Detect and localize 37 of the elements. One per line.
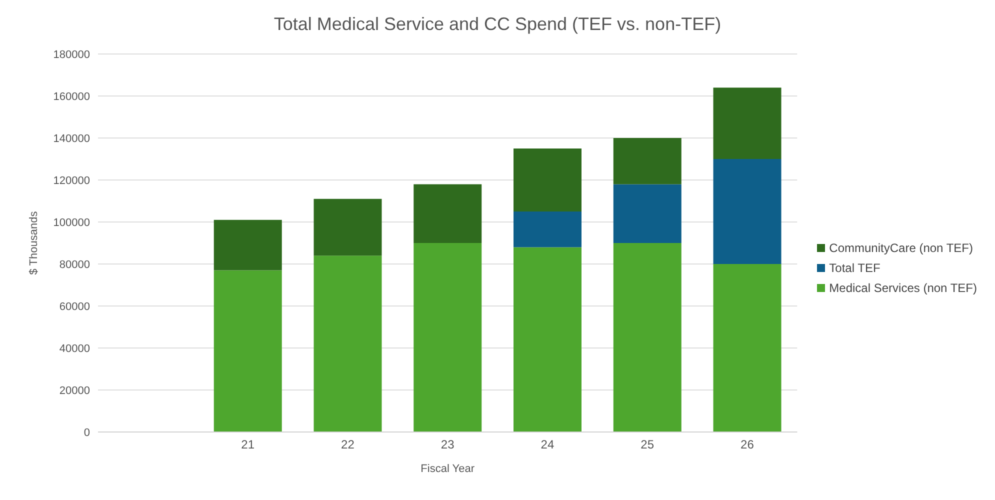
bar (414, 184, 482, 243)
bar (514, 247, 582, 432)
legend-label: Total TEF (829, 261, 880, 275)
y-tick-label: 40000 (59, 342, 90, 355)
x-tick-label: 25 (640, 438, 654, 452)
legend-label: CommunityCare (non TEF) (829, 241, 973, 255)
y-axis-title: $ Thousands (28, 210, 40, 275)
y-tick-label: 140000 (53, 132, 90, 145)
bar (713, 264, 782, 432)
y-tick-label: 100000 (53, 216, 90, 229)
bar (713, 159, 782, 264)
y-tick-label: 20000 (59, 384, 90, 397)
x-tick-label: 26 (740, 438, 754, 452)
bar (214, 270, 282, 432)
y-tick-label: 60000 (59, 300, 90, 313)
bar (514, 212, 582, 248)
x-tick-label: 23 (440, 438, 455, 452)
y-tick-label: 120000 (53, 174, 90, 187)
x-tick-label: 21 (241, 438, 255, 452)
bar (414, 243, 482, 432)
bar (314, 198, 382, 256)
bar (613, 184, 682, 243)
y-tick-label: 180000 (53, 48, 90, 61)
bar (514, 148, 582, 212)
legend-label: Medical Services (non TEF) (829, 281, 977, 295)
bar (713, 88, 782, 159)
bar (613, 243, 682, 432)
bar (214, 220, 282, 270)
chart-title: Total Medical Service and CC Spend (TEF vs. non-TEF) (272, 13, 722, 36)
bar (314, 256, 382, 432)
x-tick-label: 22 (341, 438, 355, 452)
y-tick-label: 160000 (53, 90, 90, 103)
y-tick-label: 0 (84, 426, 90, 439)
x-tick-label: 24 (540, 438, 554, 452)
y-tick-label: 80000 (59, 258, 90, 271)
x-axis-title: Fiscal Year (420, 463, 475, 475)
bar (613, 138, 682, 184)
